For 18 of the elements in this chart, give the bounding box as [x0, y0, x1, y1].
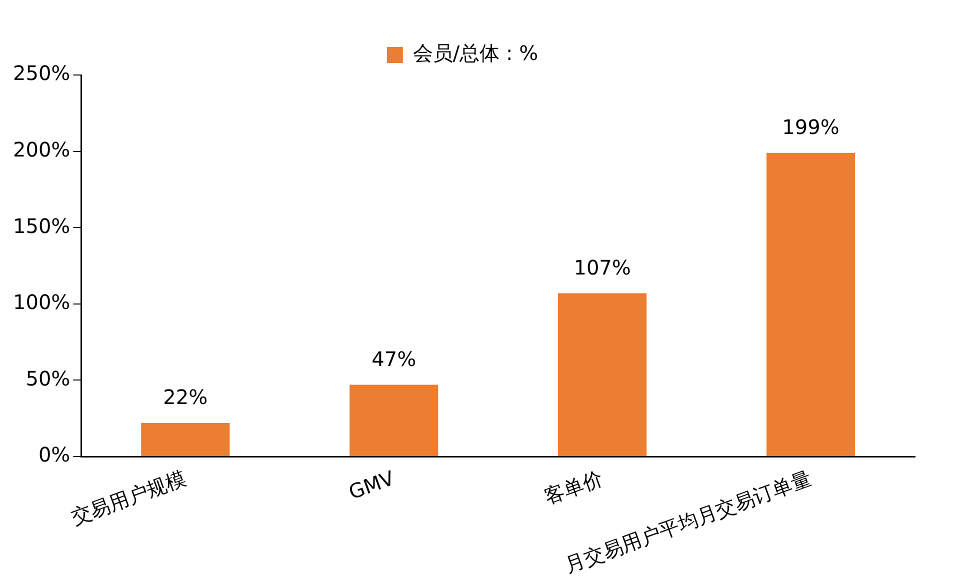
- y-tick-label: 0%: [38, 442, 70, 467]
- data-label: 199%: [782, 115, 840, 140]
- x-tick-label: 客单价: [541, 466, 606, 509]
- x-tick-label: GMV: [346, 466, 398, 504]
- y-tick-label: 50%: [26, 366, 70, 390]
- x-tick-label: 交易用户规模: [68, 466, 189, 530]
- bar: [141, 422, 230, 456]
- bar: [766, 152, 856, 456]
- y-tick-label: 200%: [12, 138, 70, 162]
- y-tick-label: 100%: [12, 290, 70, 314]
- y-tick-label: 150%: [12, 214, 70, 238]
- data-label: 47%: [372, 347, 416, 371]
- bar: [350, 384, 438, 456]
- data-label: 22%: [163, 385, 208, 410]
- y-tick-label: 250%: [12, 61, 70, 86]
- data-label: 107%: [574, 255, 631, 280]
- legend-label: 会员/总体 : %: [412, 41, 538, 66]
- bar: [558, 293, 647, 456]
